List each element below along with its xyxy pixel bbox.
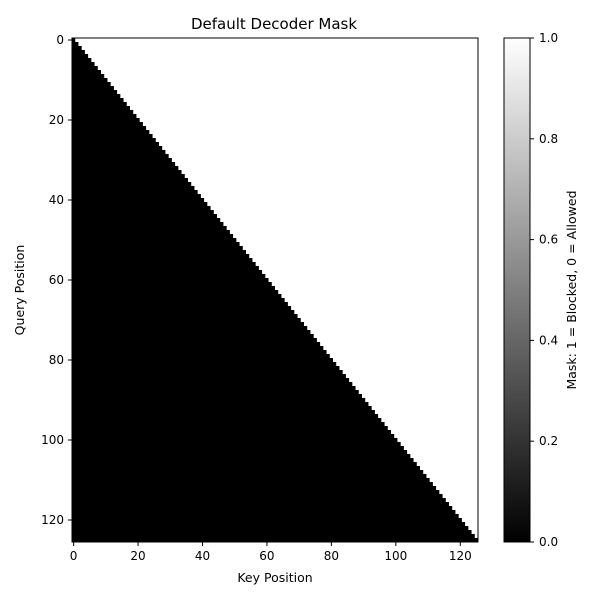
y-tick-label: 0 xyxy=(56,33,64,47)
x-tick-label: 40 xyxy=(195,549,210,563)
y-tick-label: 60 xyxy=(49,273,64,287)
y-tick-label: 80 xyxy=(49,353,64,367)
x-tick-label: 100 xyxy=(384,549,407,563)
x-tick-label: 0 xyxy=(70,549,78,563)
colorbar-tick-label: 0.4 xyxy=(539,333,558,347)
colorbar-tick-label: 0.6 xyxy=(539,233,558,247)
y-axis: 0 20 40 60 80 100 120 xyxy=(41,33,72,527)
colorbar: 0.0 0.2 0.4 0.6 0.8 1.0 Mask: 1 = Blocked, 0 … xyxy=(503,31,579,549)
x-axis: 0 20 40 60 80 100 120 xyxy=(70,542,472,563)
y-tick-label: 120 xyxy=(41,513,64,527)
colorbar-tick-label: 1.0 xyxy=(539,31,558,45)
colorbar-tick-label: 0.2 xyxy=(539,434,558,448)
chart-title: Default Decoder Mask xyxy=(191,15,357,33)
plot-frame xyxy=(71,37,479,543)
y-tick-label: 20 xyxy=(49,113,64,127)
colorbar-ticks: 0.0 0.2 0.4 0.6 0.8 1.0 xyxy=(530,31,558,549)
x-tick-label: 60 xyxy=(259,549,274,563)
x-tick-label: 120 xyxy=(449,549,472,563)
x-axis-label: Key Position xyxy=(237,570,312,585)
allowed-region xyxy=(72,38,478,542)
y-axis-label: Query Position xyxy=(12,245,27,336)
x-tick-label: 20 xyxy=(130,549,145,563)
y-tick-label: 100 xyxy=(41,433,64,447)
colorbar-tick-label: 0.0 xyxy=(539,535,558,549)
colorbar-gradient xyxy=(503,37,531,543)
colorbar-tick-label: 0.8 xyxy=(539,132,558,146)
heatmap-plot-area xyxy=(71,37,479,543)
y-tick-label: 40 xyxy=(49,193,64,207)
x-tick-label: 80 xyxy=(324,549,339,563)
colorbar-label: Mask: 1 = Blocked, 0 = Allowed xyxy=(564,190,579,389)
